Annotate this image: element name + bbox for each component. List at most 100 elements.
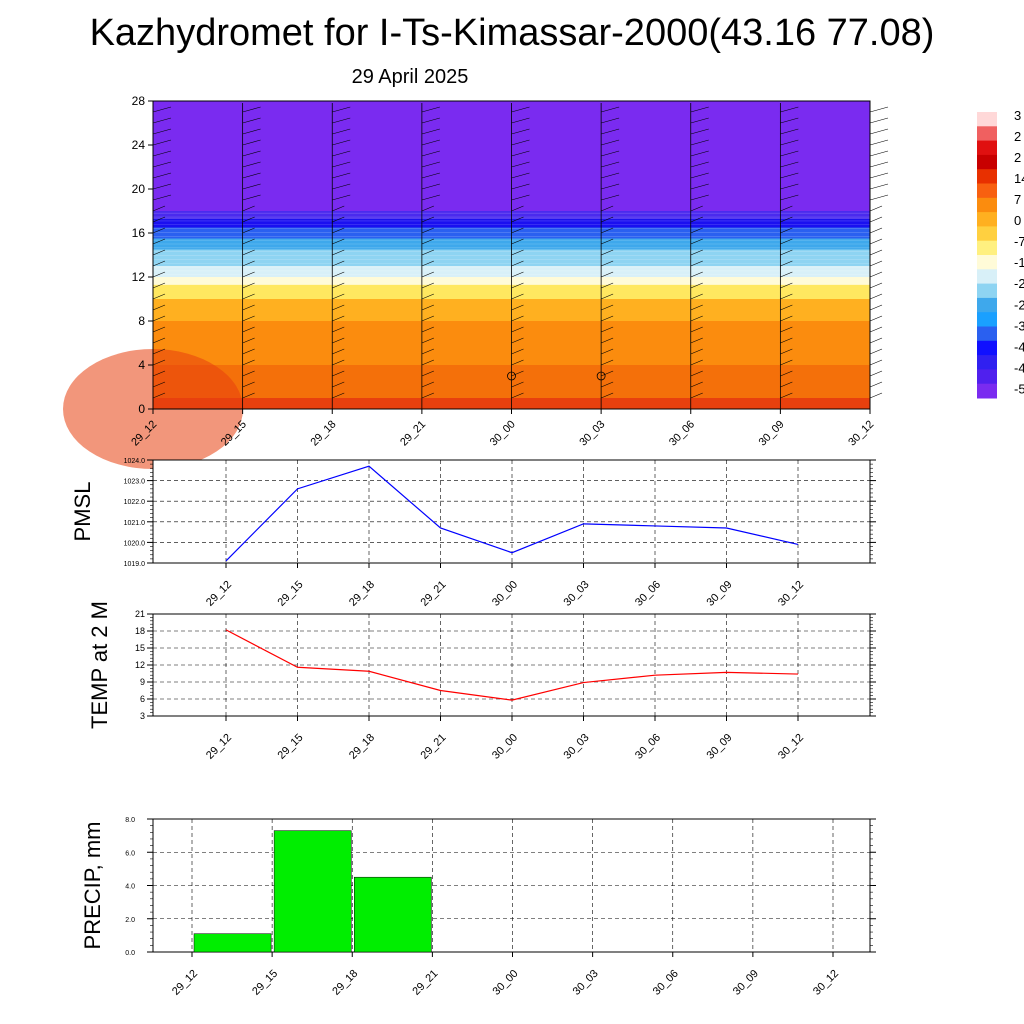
x-tick-label: 30_00 bbox=[491, 968, 521, 998]
colorbar-swatch bbox=[977, 226, 997, 242]
wind-barb bbox=[511, 282, 524, 289]
wind-barb bbox=[690, 106, 709, 113]
wind-barb bbox=[242, 381, 255, 388]
wind-barb bbox=[332, 271, 345, 278]
wind-barb bbox=[511, 392, 524, 399]
wind-barb bbox=[690, 271, 703, 278]
wind-barb bbox=[780, 227, 793, 234]
calm-wind-circle bbox=[507, 371, 516, 381]
wind-barb bbox=[421, 117, 440, 124]
wind-barb bbox=[421, 348, 434, 355]
wind-barb bbox=[152, 304, 166, 311]
colorbar-swatch bbox=[977, 269, 997, 285]
wind-barb bbox=[690, 216, 703, 223]
x-tick-label: 30_06 bbox=[633, 579, 663, 609]
colorbar-label: -5 bbox=[1014, 381, 1024, 396]
wind-barb bbox=[601, 161, 620, 168]
colorbar-swatch bbox=[977, 383, 997, 399]
wind-barb bbox=[511, 205, 524, 212]
wind-barb bbox=[511, 359, 524, 366]
wind-barb bbox=[601, 249, 614, 256]
wind-barb bbox=[332, 337, 345, 344]
colorbar-label: 2 bbox=[1014, 129, 1021, 144]
y-tick-label: 6 bbox=[140, 694, 145, 704]
wind-barb bbox=[152, 172, 172, 179]
wind-barb bbox=[152, 238, 166, 245]
wind-barb bbox=[780, 117, 799, 124]
wind-barb bbox=[511, 238, 524, 245]
y-axis-label: PMSL bbox=[70, 482, 95, 542]
wind-barb bbox=[242, 238, 255, 245]
wind-barb bbox=[511, 150, 530, 157]
wind-barb bbox=[152, 106, 172, 113]
wind-barb bbox=[332, 216, 345, 223]
wind-barb bbox=[511, 128, 530, 135]
wind-barb bbox=[601, 326, 614, 333]
wind-barb bbox=[690, 150, 709, 157]
x-tick-label: 29_21 bbox=[398, 418, 428, 448]
wind-barb bbox=[780, 282, 793, 289]
x-tick-label: 30_09 bbox=[705, 579, 735, 609]
y-tick-label: 3 bbox=[140, 711, 145, 721]
x-tick-label: 30_06 bbox=[651, 968, 681, 998]
y-tick-label: 18 bbox=[135, 626, 145, 636]
colorbar-label: -4 bbox=[1014, 360, 1024, 375]
wind-barb bbox=[869, 238, 883, 245]
wind-barb bbox=[690, 238, 703, 245]
wind-barb bbox=[511, 348, 524, 355]
wind-barb bbox=[601, 315, 614, 322]
colorbar-swatch bbox=[977, 312, 997, 327]
chart-title: Kazhydromet for I-Ts-Kimassar-2000(43.16… bbox=[89, 12, 935, 54]
y-tick-label: 2.0 bbox=[125, 917, 135, 924]
wind-barb bbox=[421, 205, 434, 212]
wind-barb bbox=[780, 172, 799, 179]
colorbar-swatch bbox=[977, 183, 997, 199]
wind-barb bbox=[869, 326, 883, 333]
wind-barb bbox=[601, 381, 614, 388]
precip-bar bbox=[193, 933, 272, 953]
x-tick-label: 30_12 bbox=[846, 418, 876, 448]
x-tick-label: 30_03 bbox=[577, 418, 607, 448]
wind-barb bbox=[511, 271, 524, 278]
wind-barb bbox=[690, 205, 703, 212]
wind-barb bbox=[242, 315, 255, 322]
wind-barb bbox=[869, 117, 889, 124]
wind-barb bbox=[690, 337, 703, 344]
wind-barb bbox=[690, 183, 709, 190]
wind-barb bbox=[152, 128, 172, 135]
wind-barb bbox=[421, 161, 440, 168]
wind-barb bbox=[780, 392, 793, 399]
wind-barb bbox=[690, 293, 703, 300]
wind-barb bbox=[242, 139, 261, 146]
wind-barb bbox=[690, 304, 703, 311]
wind-barb bbox=[780, 337, 793, 344]
colorbar-swatch bbox=[977, 212, 997, 227]
wind-barb bbox=[869, 260, 883, 267]
wind-barb bbox=[601, 172, 620, 179]
wind-barb bbox=[601, 293, 614, 300]
wind-barb bbox=[242, 150, 261, 157]
plot-frame bbox=[152, 100, 871, 410]
wind-barb bbox=[242, 348, 255, 355]
wind-barb bbox=[332, 282, 345, 289]
x-tick-label: 29_18 bbox=[330, 968, 360, 998]
wind-barb bbox=[511, 315, 524, 322]
x-tick-label: 29_21 bbox=[419, 579, 449, 609]
wind-barb bbox=[332, 392, 345, 399]
wind-barb bbox=[869, 293, 883, 300]
wind-barb bbox=[152, 282, 166, 289]
chart-subtitle: 29 April 2025 bbox=[351, 66, 469, 88]
wind-barb bbox=[690, 194, 709, 201]
wind-barb bbox=[152, 392, 166, 399]
wind-barb bbox=[690, 392, 703, 399]
y-tick-label: 1024.0 bbox=[124, 458, 146, 465]
wind-barb bbox=[152, 370, 166, 377]
wind-barb bbox=[152, 161, 172, 168]
y-tick-label: 8.0 bbox=[125, 817, 135, 824]
x-tick-label: 30_09 bbox=[705, 732, 735, 762]
y-axis-label: TEMP at 2 M bbox=[87, 601, 112, 729]
wind-barb bbox=[780, 216, 793, 223]
colorbar-swatch bbox=[977, 197, 997, 213]
wind-barb bbox=[780, 315, 793, 322]
wind-barb bbox=[421, 128, 440, 135]
